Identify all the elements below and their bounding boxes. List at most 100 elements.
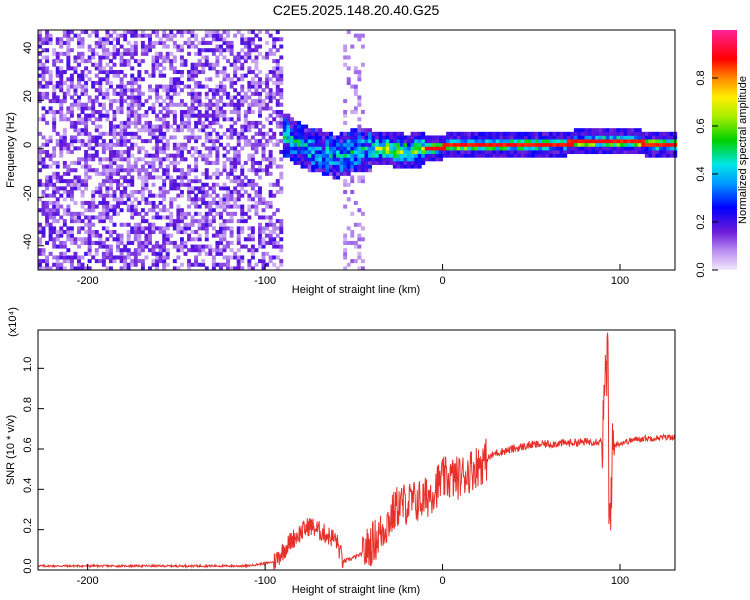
spectrogram-cell [258, 233, 262, 238]
spectrogram-cell [201, 142, 206, 147]
spectrogram-cell [98, 55, 103, 60]
spectrogram-cell [151, 262, 156, 267]
spectrogram-cell [364, 139, 369, 144]
spectrogram-cell [62, 259, 67, 264]
spectrogram-cell [108, 40, 113, 45]
spectrogram-cell [77, 40, 81, 45]
spectrogram-cell [87, 244, 92, 249]
spectrogram-cell [77, 160, 81, 165]
spectrogram-cell [179, 244, 184, 249]
spectrogram-cell [62, 190, 67, 195]
spectrogram-cell [158, 255, 163, 260]
spectrogram-cell [144, 51, 149, 56]
spectrogram-cell [130, 179, 135, 184]
spectrogram-cell [304, 128, 309, 133]
spectrogram-cell [339, 142, 344, 147]
spectrogram-cell [272, 135, 277, 140]
spectrogram-cell [133, 48, 138, 53]
spectrogram-cell [577, 142, 582, 147]
spectrogram-cell [77, 44, 81, 49]
spectrogram-cell [183, 146, 188, 151]
spectrogram-cell [52, 160, 57, 165]
spectrogram-cell [77, 226, 81, 231]
spectrogram-cell [279, 55, 284, 60]
spectrogram-cell [258, 190, 262, 195]
spectrogram-cell [155, 204, 160, 209]
spectrogram-cell [66, 66, 71, 71]
spectrogram-cell [258, 222, 262, 227]
spectrogram-cell [38, 117, 42, 122]
spectrogram-cell [38, 40, 42, 45]
spectrogram-cell [69, 190, 74, 195]
spectrogram-cell [272, 51, 277, 56]
spectrogram-cell [133, 135, 138, 140]
spectrogram-cell [162, 59, 167, 64]
spectrogram-cell [250, 251, 255, 256]
spectrogram-cell [226, 226, 231, 231]
spectrogram-cell [52, 182, 57, 187]
spectrogram-cell [48, 164, 53, 169]
spectrogram-cell [357, 95, 362, 100]
spectrogram-cell [126, 153, 131, 158]
spectrogram-cell [417, 157, 422, 162]
spectrogram-cell [151, 128, 156, 133]
spectrogram-cell [151, 259, 156, 264]
spectrogram-cell [41, 204, 46, 209]
spectrogram-cell [318, 153, 323, 158]
spectrogram-cell [94, 251, 99, 256]
spectrogram-cell [439, 135, 443, 140]
spectrogram-cell [80, 30, 85, 35]
spectrogram-cell [226, 262, 231, 267]
spectrogram-cell [215, 182, 220, 187]
spectrogram-cell [59, 233, 64, 238]
spectrogram-cell [424, 157, 429, 162]
spectrogram-cell [392, 157, 397, 162]
spectrogram-cell [119, 131, 124, 136]
spectrogram-cell [279, 150, 284, 155]
spectrogram-cell [133, 211, 138, 216]
spectrogram-cell [502, 150, 507, 155]
spectrogram-cell [329, 150, 333, 155]
spectrogram-cell [229, 226, 234, 231]
spectrogram-cell [77, 211, 81, 216]
spectrogram-cell [84, 59, 89, 64]
spectrogram-cell [38, 262, 42, 267]
spectrogram-cell [87, 175, 92, 180]
spectrogram-cell [41, 37, 46, 42]
spectrogram-cell [112, 70, 117, 75]
spectrogram-cell [179, 70, 184, 75]
spectrogram-cell [130, 73, 135, 78]
spectrogram-cell [435, 142, 440, 147]
spectrogram-cell [73, 168, 78, 173]
spectrogram-cell [69, 37, 74, 42]
spectrogram-cell [396, 164, 401, 169]
spectrogram-cell [314, 135, 319, 140]
spectrogram-cell [66, 88, 71, 93]
spectrogram-cell [247, 44, 252, 49]
spectrogram-cell [112, 255, 117, 260]
spectrogram-cell [268, 139, 273, 144]
spectrogram-cell [155, 240, 160, 245]
spectrogram-cell [126, 139, 131, 144]
spectrogram-cell [662, 142, 667, 147]
spectrogram-cell [549, 135, 553, 140]
spectrogram-cell [187, 222, 191, 227]
spectrogram-cell [176, 248, 181, 253]
spectrogram-cell [229, 160, 234, 165]
spectrogram-cell [59, 59, 64, 64]
spectrogram-cell [261, 259, 266, 264]
spectrogram-cell [179, 219, 184, 224]
spectrogram-cell [215, 244, 220, 249]
spectrogram-cell [517, 153, 522, 158]
spectrogram-cell [155, 51, 160, 56]
spectrogram-cell [357, 160, 362, 165]
spectrogram-cell [222, 70, 227, 75]
spectrogram-cell [48, 233, 53, 238]
spectrogram-cell [108, 80, 113, 85]
spectrogram-cell [137, 95, 142, 100]
spectrogram-cell [194, 164, 199, 169]
spectrogram-cell [325, 153, 330, 158]
spectrogram-cell [204, 40, 209, 45]
spectrogram-cell [101, 51, 106, 56]
spectrogram-cell [481, 153, 486, 158]
